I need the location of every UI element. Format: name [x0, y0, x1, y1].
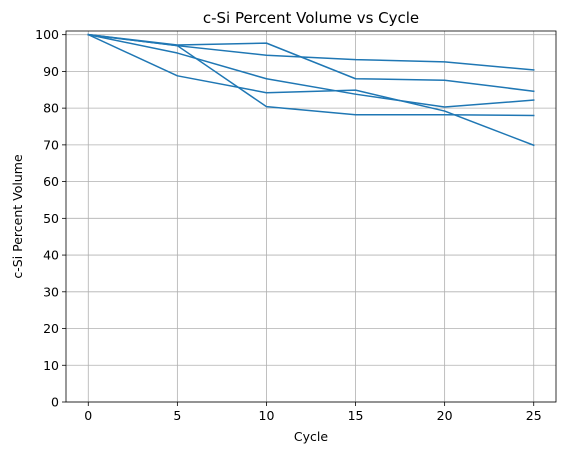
series-layer: [87, 33, 535, 147]
y-tick-label: 80: [43, 101, 59, 116]
x-tick-label: 0: [84, 408, 92, 423]
x-tick-label: 10: [259, 408, 275, 423]
tick-layer: 0 5 10 15 20 25 0 10 20 30 40 50 60 70 80 90 100: [35, 27, 542, 423]
y-tick-label: 60: [43, 174, 59, 189]
x-tick-label: 15: [348, 408, 364, 423]
x-tick-label: 20: [437, 408, 453, 423]
x-axis-label: Cycle: [294, 429, 328, 444]
y-tick-label: 90: [43, 64, 59, 79]
y-tick-label: 10: [43, 358, 59, 373]
chart-title: c-Si Percent Volume vs Cycle: [203, 9, 419, 27]
series-line-2: [87, 33, 535, 71]
y-tick-label: 20: [43, 321, 59, 336]
y-tick-label: 70: [43, 137, 59, 152]
x-tick-label: 5: [173, 408, 181, 423]
x-tick-label: 25: [526, 408, 542, 423]
grid-layer: [66, 31, 556, 403]
y-tick-label: 100: [35, 27, 59, 42]
series-line-5: [87, 33, 535, 147]
plot-frame: [65, 30, 557, 403]
y-tick-label: 40: [43, 248, 59, 263]
series-line-3: [87, 33, 535, 108]
y-axis-label: c-Si Percent Volume: [10, 154, 25, 279]
series-line-4: [87, 33, 535, 117]
y-tick-label: 30: [43, 284, 59, 299]
y-tick-label: 50: [43, 211, 59, 226]
y-tick-label: 0: [51, 395, 59, 410]
